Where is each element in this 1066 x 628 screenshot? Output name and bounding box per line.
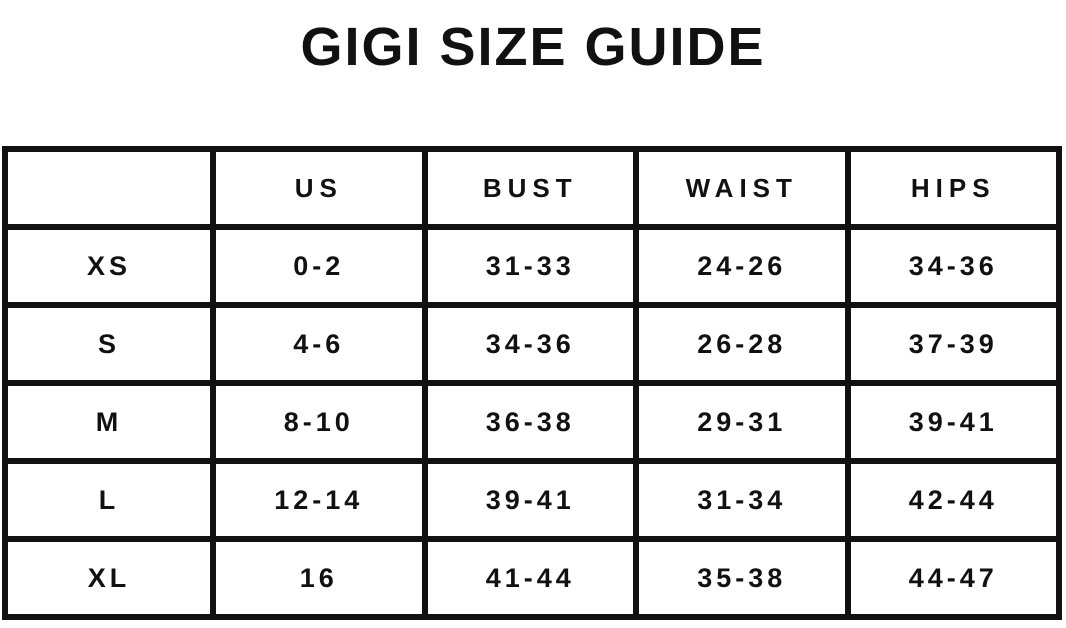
bust-value: 34-36 [421,302,639,386]
table-row-s: S 4-6 34-36 26-28 37-39 [2,302,1062,386]
bust-value: 41-44 [421,536,639,620]
table-row-xl: XL 16 41-44 35-38 44-47 [2,536,1062,620]
header-row: US BUST WAIST HIPS [2,146,1062,230]
table-row-xs: XS 0-2 31-33 24-26 34-36 [2,224,1062,308]
waist-value: 35-38 [633,536,851,620]
header-cell-hips: HIPS [844,146,1062,230]
waist-value: 29-31 [633,380,851,464]
us-value: 4-6 [210,302,428,386]
bust-value: 31-33 [421,224,639,308]
waist-value: 31-34 [633,458,851,542]
hips-value: 34-36 [844,224,1062,308]
table-row-m: M 8-10 36-38 29-31 39-41 [2,380,1062,464]
hips-value: 42-44 [844,458,1062,542]
page-title: GIGI SIZE GUIDE [300,17,766,77]
us-value: 16 [210,536,428,620]
header-cell-waist: WAIST [633,146,851,230]
size-guide-table: US BUST WAIST HIPS XS 0-2 31-33 24-26 34… [2,146,1062,620]
waist-value: 24-26 [633,224,851,308]
size-label: L [2,458,216,542]
bust-value: 39-41 [421,458,639,542]
size-label: XS [2,224,216,308]
header-cell-size [2,146,216,230]
size-label: XL [2,536,216,620]
hips-value: 37-39 [844,302,1062,386]
us-value: 0-2 [210,224,428,308]
us-value: 12-14 [210,458,428,542]
header-cell-us: US [210,146,428,230]
header-cell-bust: BUST [421,146,639,230]
waist-value: 26-28 [633,302,851,386]
size-label: S [2,302,216,386]
us-value: 8-10 [210,380,428,464]
hips-value: 39-41 [844,380,1062,464]
hips-value: 44-47 [844,536,1062,620]
size-label: M [2,380,216,464]
table-row-l: L 12-14 39-41 31-34 42-44 [2,458,1062,542]
bust-value: 36-38 [421,380,639,464]
